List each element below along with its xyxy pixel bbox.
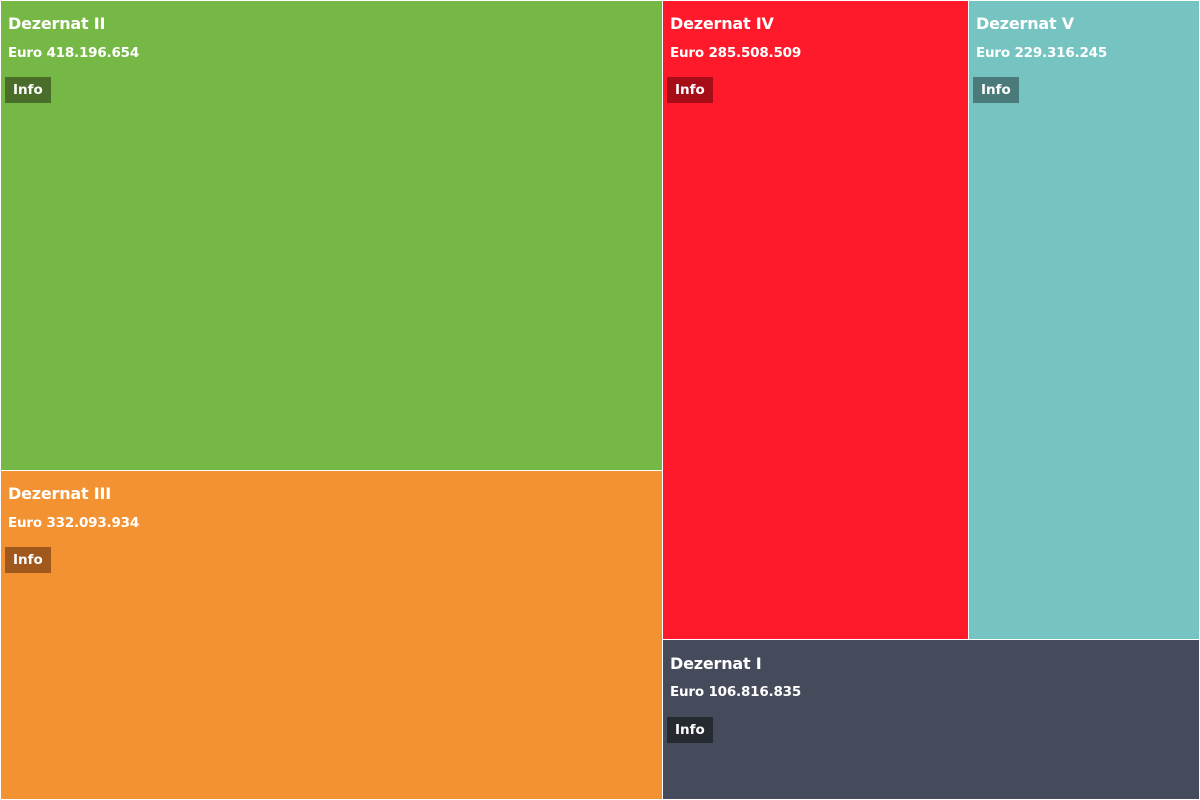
treemap-tile-dezernat-iii[interactable]: Dezernat III Euro 332.093.934 Info xyxy=(0,470,663,800)
tile-value: Euro 332.093.934 xyxy=(8,515,140,531)
treemap-tile-dezernat-i[interactable]: Dezernat I Euro 106.816.835 Info xyxy=(662,639,1200,800)
info-button[interactable]: Info xyxy=(667,77,713,103)
tile-value: Euro 418.196.654 xyxy=(8,45,140,61)
treemap-tile-dezernat-v[interactable]: Dezernat V Euro 229.316.245 Info xyxy=(968,0,1200,640)
tile-title: Dezernat V xyxy=(976,14,1074,33)
tile-title: Dezernat II xyxy=(8,14,106,33)
info-button[interactable]: Info xyxy=(5,547,51,573)
tile-value: Euro 229.316.245 xyxy=(976,45,1108,61)
info-button[interactable]: Info xyxy=(973,77,1019,103)
tile-title: Dezernat IV xyxy=(670,14,774,33)
info-button[interactable]: Info xyxy=(5,77,51,103)
tile-title: Dezernat III xyxy=(8,484,112,503)
info-button[interactable]: Info xyxy=(667,717,713,743)
tile-value: Euro 106.816.835 xyxy=(670,684,802,700)
treemap-tile-dezernat-ii[interactable]: Dezernat II Euro 418.196.654 Info xyxy=(0,0,663,471)
treemap-tile-dezernat-iv[interactable]: Dezernat IV Euro 285.508.509 Info xyxy=(662,0,969,640)
tile-title: Dezernat I xyxy=(670,654,762,673)
tile-value: Euro 285.508.509 xyxy=(670,45,802,61)
